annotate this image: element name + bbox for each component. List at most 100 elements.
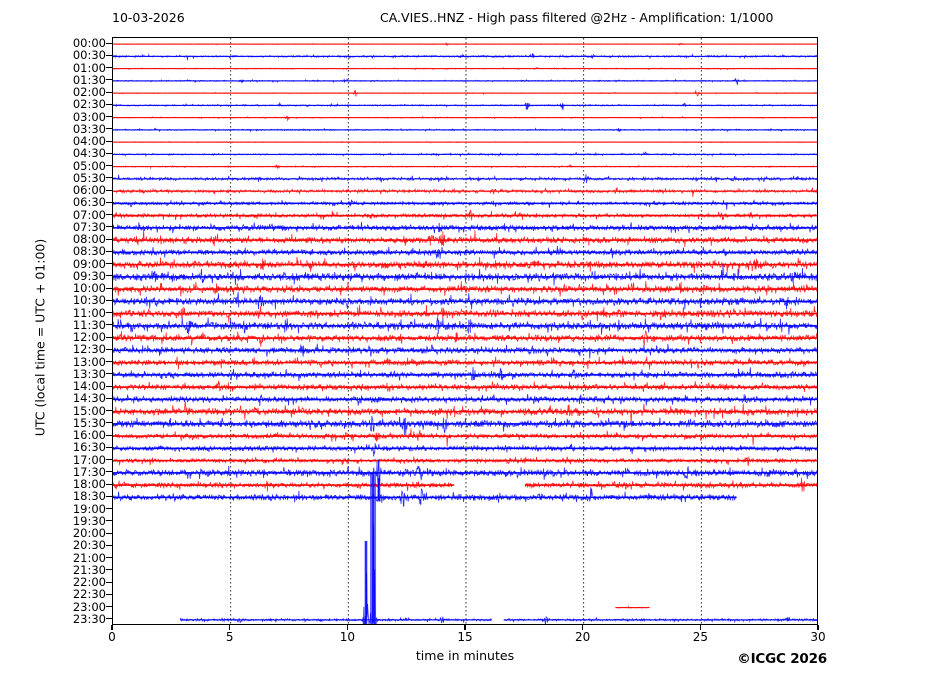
x-tick-mark <box>817 625 819 630</box>
y-tick-label-1600: 16:00 <box>72 428 106 443</box>
y-tick-label-0900: 09:00 <box>72 256 106 271</box>
trace-1330 <box>113 367 817 382</box>
y-tick-label-1830: 18:30 <box>72 489 106 504</box>
trace-1530 <box>113 415 817 436</box>
y-tick-label-2300: 23:00 <box>72 599 106 614</box>
trace-0130 <box>113 78 817 86</box>
y-tick-mark <box>106 434 112 436</box>
y-tick-mark <box>106 42 112 44</box>
y-tick-label-0800: 08:00 <box>72 232 106 247</box>
y-tick-mark <box>106 483 112 485</box>
y-tick-label-0130: 01:30 <box>72 72 106 87</box>
trace-1400 <box>113 380 817 393</box>
y-tick-mark <box>106 165 112 167</box>
y-tick-label-1800: 18:00 <box>72 477 106 492</box>
y-tick-label-2100: 21:00 <box>72 550 106 565</box>
y-tick-label-0030: 00:30 <box>72 48 106 63</box>
trace-0630 <box>113 199 817 210</box>
plot-title: CA.VIES..HNZ - High pass filtered @2Hz -… <box>380 10 774 25</box>
y-tick-label-2030: 20:30 <box>72 538 106 553</box>
y-tick-label-1730: 17:30 <box>72 464 106 479</box>
y-tick-label-1530: 15:30 <box>72 415 106 430</box>
x-tick-mark <box>346 625 348 630</box>
y-tick-label-0930: 09:30 <box>72 268 106 283</box>
y-tick-label-0230: 02:30 <box>72 97 106 112</box>
y-tick-mark <box>106 152 112 154</box>
trace-1730 <box>113 459 817 485</box>
y-tick-mark <box>106 361 112 363</box>
y-tick-label-1330: 13:30 <box>72 366 106 381</box>
trace-0830 <box>113 245 817 259</box>
x-tick-label-15: 15 <box>457 630 473 644</box>
y-tick-label-1200: 12:00 <box>72 330 106 345</box>
trace-0800 <box>113 228 817 247</box>
trace-2330 <box>179 513 492 624</box>
trace-1800 <box>113 480 454 492</box>
y-tick-label-0100: 01:00 <box>72 60 106 75</box>
y-tick-mark <box>106 336 112 338</box>
y-tick-label-0600: 06:00 <box>72 183 106 198</box>
y-tick-label-1430: 14:30 <box>72 391 106 406</box>
y-tick-mark <box>106 606 112 608</box>
y-tick-mark <box>106 91 112 93</box>
y-tick-label-1100: 11:00 <box>72 305 106 320</box>
y-tick-mark <box>106 67 112 69</box>
y-tick-mark <box>106 446 112 448</box>
x-tick-mark <box>582 625 584 630</box>
y-tick-mark <box>106 226 112 228</box>
y-tick-label-1900: 19:00 <box>72 501 106 516</box>
y-tick-mark <box>106 618 112 620</box>
y-tick-label-1230: 12:30 <box>72 342 106 357</box>
y-tick-mark <box>106 189 112 191</box>
y-tick-label-1030: 10:30 <box>72 293 106 308</box>
y-tick-label-0500: 05:00 <box>72 158 106 173</box>
y-tick-label-1130: 11:30 <box>72 317 106 332</box>
y-tick-mark <box>106 238 112 240</box>
y-tick-mark <box>106 287 112 289</box>
trace-1600 <box>113 428 817 447</box>
x-tick-mark <box>111 625 113 630</box>
y-tick-label-0000: 00:00 <box>72 36 106 51</box>
y-tick-label-1000: 10:00 <box>72 281 106 296</box>
x-tick-label-10: 10 <box>339 630 355 644</box>
trace-0530 <box>113 174 817 184</box>
x-tick-label-25: 25 <box>692 630 708 644</box>
y-tick-label-1700: 17:00 <box>72 452 106 467</box>
trace-0030 <box>113 53 817 61</box>
y-tick-label-0400: 04:00 <box>72 134 106 149</box>
y-tick-mark <box>106 385 112 387</box>
y-tick-label-0430: 04:30 <box>72 146 106 161</box>
y-tick-mark <box>106 581 112 583</box>
copyright-notice: ©ICGC 2026 <box>737 651 827 667</box>
x-axis-label: time in minutes <box>415 648 515 663</box>
y-tick-mark <box>106 312 112 314</box>
plot-date-label: 10-03-2026 <box>112 10 185 25</box>
trace-2330 <box>504 616 817 624</box>
y-tick-mark <box>106 495 112 497</box>
y-tick-label-0830: 08:30 <box>72 244 106 259</box>
y-tick-mark <box>106 128 112 130</box>
y-tick-label-1630: 16:30 <box>72 440 106 455</box>
y-tick-mark <box>106 557 112 559</box>
y-tick-label-0200: 02:00 <box>72 85 106 100</box>
x-tick-label-5: 5 <box>225 630 234 644</box>
y-tick-label-2230: 22:30 <box>72 587 106 602</box>
seismogram-plot-area <box>112 37 818 625</box>
y-tick-mark <box>106 373 112 375</box>
x-tick-label-20: 20 <box>575 630 591 644</box>
y-tick-mark <box>106 116 112 118</box>
y-tick-mark <box>106 299 112 301</box>
trace-1030 <box>113 291 817 310</box>
y-tick-label-1500: 15:00 <box>72 403 106 418</box>
y-tick-label-2330: 23:30 <box>72 611 106 626</box>
x-tick-mark <box>699 625 701 630</box>
y-tick-mark <box>106 410 112 412</box>
y-tick-label-0630: 06:30 <box>72 195 106 210</box>
y-tick-label-0530: 05:30 <box>72 170 106 185</box>
y-tick-label-0330: 03:30 <box>72 121 106 136</box>
y-tick-mark <box>106 520 112 522</box>
y-tick-mark <box>106 103 112 105</box>
y-tick-mark <box>106 397 112 399</box>
trace-1630 <box>113 443 817 457</box>
